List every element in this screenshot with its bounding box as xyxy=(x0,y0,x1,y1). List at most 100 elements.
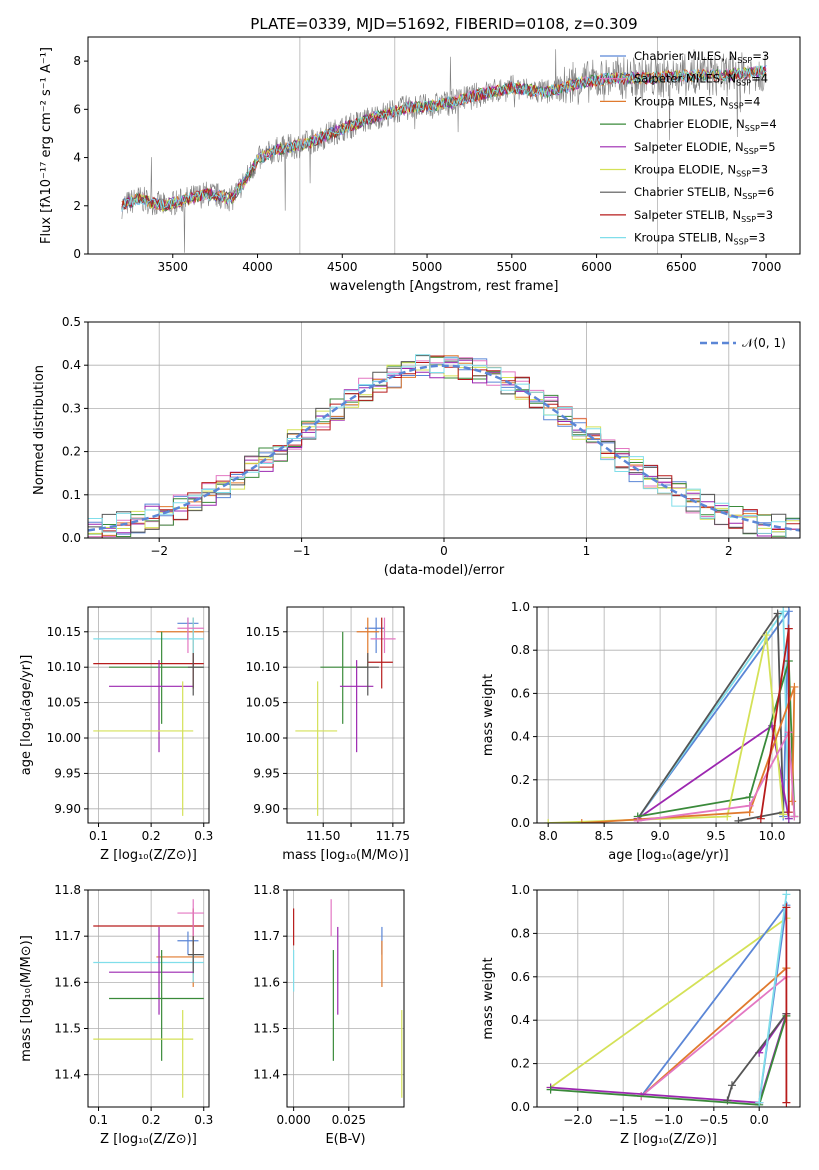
x-tick-label: 11.75 xyxy=(376,829,410,843)
legend-text: Salpeter STELIB, N xyxy=(634,208,741,222)
x-tick-label: 0.3 xyxy=(194,829,213,843)
y-tick-label: 9.90 xyxy=(54,802,81,816)
weight-point xyxy=(779,607,788,616)
legend-entry: Chabrier MILES, NSSP=3 xyxy=(634,49,769,65)
y-tick-label: 10.15 xyxy=(47,625,81,639)
y-tick-label: 4 xyxy=(73,151,81,165)
legend-text: Chabrier STELIB, N xyxy=(634,185,742,199)
model-spectrum-line xyxy=(121,66,767,211)
x-tick-label: −1.5 xyxy=(609,1113,638,1127)
y-tick-label: 9.90 xyxy=(253,802,280,816)
legend-subscript: SSP xyxy=(729,101,744,110)
y-tick-label: 0.3 xyxy=(62,401,81,415)
y-tick-label: 0.2 xyxy=(511,1057,530,1071)
legend-text: Salpeter ELODIE, N xyxy=(634,140,744,154)
x-tick-label: 10.0 xyxy=(759,829,786,843)
weight-point xyxy=(782,903,791,912)
x-tick-label: 4000 xyxy=(242,260,273,274)
errorbars xyxy=(293,899,403,1098)
weight-point xyxy=(544,819,553,823)
weight-point xyxy=(755,1098,764,1107)
axes-frame xyxy=(286,889,405,1108)
legend-text: Salpeter MILES, N xyxy=(634,72,736,86)
x-tick-label: 0.1 xyxy=(89,829,108,843)
x-axis-label: (data-model)/error xyxy=(384,563,505,578)
legend-entry: 𝒩(0, 1) xyxy=(742,336,786,350)
y-tick-label: 0.8 xyxy=(511,643,530,657)
y-tick-label: 0.8 xyxy=(511,926,530,940)
legend-text: Kroupa ELODIE, N xyxy=(634,163,736,177)
y-axis-label: mass weight xyxy=(481,957,496,1039)
y-tick-label: 10.15 xyxy=(246,625,280,639)
y-tick-label: 10.05 xyxy=(47,696,81,710)
weight-series-line xyxy=(550,917,787,1089)
y-tick-label: 0.2 xyxy=(62,445,81,459)
y-tick-label: 11.6 xyxy=(54,975,81,989)
spectrum-lines xyxy=(121,37,767,254)
x-axis-label: wavelength [Angstrom, rest frame] xyxy=(330,279,559,294)
x-axis-label: E(B-V) xyxy=(325,1132,365,1147)
weight-point xyxy=(773,609,782,618)
axes-frame xyxy=(87,889,210,1108)
chart-age_vs_Z: 0.1 0.2 0.3 9.90 9.95 10.00 10.05 10.10 10.15 Z [… xyxy=(19,606,213,863)
x-tick-label: 3500 xyxy=(157,260,188,274)
x-tick-label: 11.50 xyxy=(306,829,340,843)
weight-lines xyxy=(544,607,799,823)
x-axis-label: mass [log₁₀(M/M⊙)] xyxy=(282,848,409,863)
y-axis-label: age [log₁₀(age/yr)] xyxy=(19,655,34,776)
legend-text: =3 xyxy=(752,49,769,63)
x-tick-label: 5500 xyxy=(497,260,528,274)
x-tick-label: 0.0 xyxy=(750,1113,769,1127)
x-tick-label: 9.5 xyxy=(707,829,726,843)
chart-residuals: −2 −1 0 1 2 0.0 0.1 0.2 0.3 0.4 0.5 (data-model)/er… xyxy=(32,315,801,578)
y-tick-label: 0.1 xyxy=(62,488,81,502)
y-tick-label: 10.10 xyxy=(47,660,81,674)
y-tick-label: 11.4 xyxy=(253,1068,280,1082)
y-tick-label: 0.0 xyxy=(511,816,530,830)
weight-point xyxy=(727,1081,736,1090)
weight-point xyxy=(790,682,799,691)
y-axis-label: mass [log₁₀(M/M⊙)] xyxy=(19,935,34,1062)
weight-point xyxy=(790,812,799,821)
weight-point xyxy=(779,810,788,819)
weight-lines xyxy=(546,890,791,1107)
x-axis-label: Z [log₁₀(Z/Z⊙)] xyxy=(100,848,197,863)
legend-subscript: SSP xyxy=(737,56,752,65)
legend-subscript: SSP xyxy=(741,215,756,224)
legend-text: =4 xyxy=(744,94,761,108)
y-tick-label: 11.7 xyxy=(54,929,81,943)
legend-text: Kroupa STELIB, N xyxy=(634,231,734,245)
legend-entry: Chabrier ELODIE, NSSP=4 xyxy=(634,117,777,133)
weight-point xyxy=(546,1085,555,1094)
y-tick-label: 11.5 xyxy=(54,1022,81,1036)
y-tick-label: 0.4 xyxy=(62,358,81,372)
y-tick-label: 11.8 xyxy=(253,883,280,897)
y-tick-label: 9.95 xyxy=(54,766,81,780)
x-tick-label: 2 xyxy=(725,544,733,558)
legend-entry: Salpeter MILES, NSSP=4 xyxy=(634,72,768,88)
y-tick-label: 8 xyxy=(73,54,81,68)
weight-point xyxy=(745,793,754,802)
y-axis-label: mass weight xyxy=(481,674,496,756)
weight-series-line xyxy=(637,729,796,822)
gaussian-reference-line xyxy=(88,364,800,532)
y-tick-label: 11.8 xyxy=(54,883,81,897)
x-axis-label: Z [log₁₀(Z/Z⊙)] xyxy=(620,1132,717,1147)
y-tick-label: 6 xyxy=(73,102,81,116)
legend-text: Chabrier ELODIE, N xyxy=(634,117,745,131)
y-tick-label: 10.05 xyxy=(246,696,280,710)
y-tick-label: 11.7 xyxy=(253,929,280,943)
x-tick-label: 5000 xyxy=(412,260,443,274)
x-axis-label: Z [log₁₀(Z/Z⊙)] xyxy=(100,1132,197,1147)
chart-title: PLATE=0339, MJD=51692, FIBERID=0108, z=0… xyxy=(250,15,637,33)
y-tick-label: 0.2 xyxy=(511,773,530,787)
y-axis-label: Flux [fλ10⁻¹⁷ erg cm⁻² s⁻¹ A⁻¹] xyxy=(39,47,54,244)
weight-point xyxy=(762,631,771,640)
weight-point xyxy=(633,816,642,823)
legend-entry: Kroupa MILES, NSSP=4 xyxy=(634,94,760,110)
legend-subscript: SSP xyxy=(745,124,760,133)
chart-age_vs_mass: 11.50 11.75 9.90 9.95 10.00 10.05 10.10 10.15 ma… xyxy=(246,606,410,863)
histograms xyxy=(88,354,800,538)
model-spectrum-line xyxy=(121,66,767,213)
